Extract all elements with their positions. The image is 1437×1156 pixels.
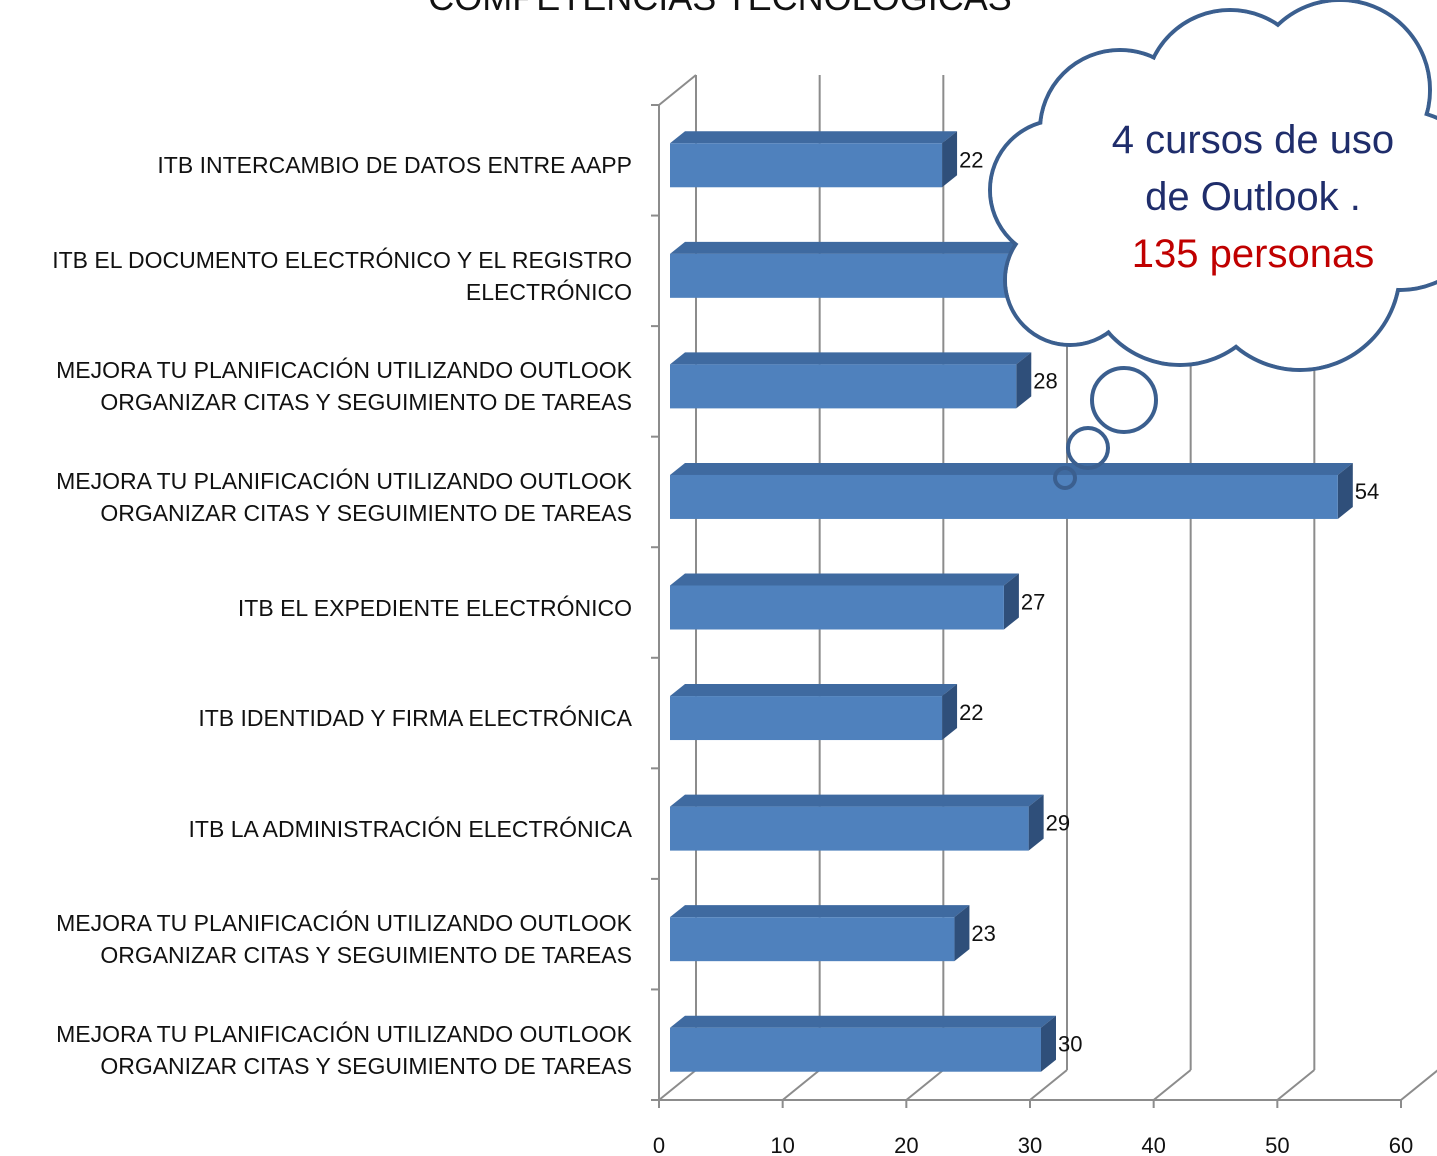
x-tick-label: 50 [1265, 1133, 1289, 1156]
bar [670, 585, 1004, 630]
y-tick-label: ITB EL DOCUMENTO ELECTRÓNICO Y EL REGIST… [52, 246, 632, 305]
bar-side [1016, 352, 1032, 409]
bar-side [1041, 1015, 1056, 1072]
x-tick-label: 40 [1141, 1133, 1165, 1156]
floor-grid-line [782, 1069, 821, 1101]
value-label: 54 [1355, 479, 1379, 504]
floor-grid-line [658, 1069, 697, 1101]
value-label: 29 [1046, 811, 1070, 836]
bar-top [670, 352, 1032, 365]
bar [670, 364, 1017, 409]
bar-top [670, 241, 1106, 254]
value-label: 22 [959, 700, 983, 725]
cloud-bubble [1066, 426, 1110, 470]
bar-top [670, 684, 958, 697]
x-tick-label: 30 [1018, 1133, 1042, 1156]
bar [670, 1027, 1041, 1072]
x-tick-label: 20 [894, 1133, 918, 1156]
cloud-fill [1132, 82, 1348, 298]
bar-side [1028, 794, 1044, 851]
x-tick-label: 10 [770, 1133, 794, 1156]
chart-title: COMPETENCIAS TECNOLÓGICAS [428, 0, 1011, 18]
bar-side [954, 905, 970, 962]
x-tick-label: 60 [1389, 1133, 1413, 1156]
y-tick-label: ITB LA ADMINISTRACIÓN ELECTRÓNICA [188, 815, 632, 842]
y-tick-label: ITB INTERCAMBIO DE DATOS ENTRE AAPP [157, 152, 632, 179]
bar-side [942, 684, 958, 741]
bar-top [670, 131, 958, 144]
bar [670, 917, 955, 962]
y-tick-label: MEJORA TU PLANIFICACIÓN UTILIZANDO OUTLO… [56, 910, 632, 969]
bar-top [670, 794, 1044, 807]
cloud-fill [992, 122, 1128, 258]
value-label: 22 [959, 147, 983, 172]
bar-top [670, 1015, 1056, 1028]
floor-grid-line [1029, 1069, 1068, 1101]
annotation: de Outlook . [1145, 175, 1361, 219]
y-tick-label: ITB IDENTIDAD Y FIRMA ELECTRÓNICA [198, 705, 632, 732]
floor-grid-line [1276, 1069, 1315, 1101]
annotation: 4 cursos de uso [1112, 118, 1394, 162]
wall-line [658, 74, 697, 106]
y-tick-label: MEJORA TU PLANIFICACIÓN UTILIZANDO OUTLO… [56, 467, 632, 526]
value-label: 28 [1033, 368, 1057, 393]
y-tick-label: MEJORA TU PLANIFICACIÓN UTILIZANDO OUTLO… [56, 357, 632, 416]
y-tick-label: ITB EL EXPEDIENTE ELECTRÓNICO [237, 594, 632, 621]
bar [670, 806, 1029, 851]
bar [670, 143, 943, 188]
cloud-bubble [1090, 366, 1158, 434]
bar-top [670, 905, 970, 918]
value-label: 30 [1058, 1032, 1082, 1057]
annotation: 135 personas [1132, 232, 1374, 276]
cloud-bubble [1053, 466, 1077, 490]
floor-grid-line [1400, 1069, 1437, 1101]
y-tick-label: MEJORA TU PLANIFICACIÓN UTILIZANDO OUTLO… [56, 1020, 632, 1079]
bar-side [1337, 462, 1353, 519]
x-tick-label: 0 [653, 1133, 665, 1156]
bar-top [670, 573, 1019, 586]
bar [670, 474, 1338, 519]
floor-grid-line [905, 1069, 944, 1101]
bar [670, 696, 943, 741]
floor-grid-line [1153, 1069, 1192, 1101]
value-label: 27 [1021, 590, 1045, 615]
bar-side [1003, 573, 1019, 630]
bar-side [942, 131, 958, 188]
value-label: 23 [971, 921, 995, 946]
bar-top [670, 462, 1353, 475]
